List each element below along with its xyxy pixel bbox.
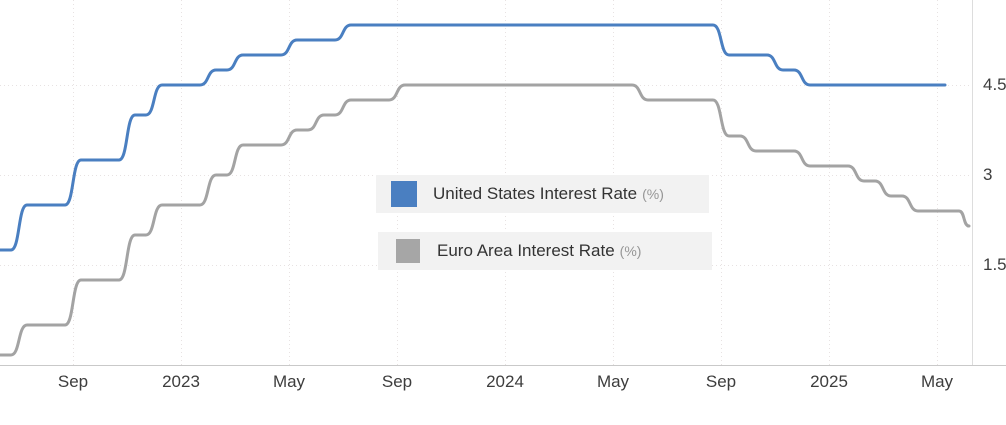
series-lines <box>0 23 971 357</box>
x-tick-label: Sep <box>57 372 89 391</box>
us-rate-line <box>0 23 947 252</box>
x-tick-label: Sep <box>381 372 413 391</box>
y-tick-label: 3 <box>983 165 993 184</box>
x-tick-label: 2023 <box>162 372 200 391</box>
x-tick-label: 2025 <box>810 372 848 391</box>
x-tick-label: Sep <box>705 372 737 391</box>
x-tick-label: May <box>272 372 306 391</box>
x-tick-label: May <box>596 372 630 391</box>
legend-unit-euro: (%) <box>619 243 642 259</box>
legend-label-euro: Euro Area Interest Rate <box>437 241 615 260</box>
legend-item-united-states[interactable]: United States Interest Rate (%) <box>376 175 709 213</box>
legend-label-us: United States Interest Rate <box>433 184 638 203</box>
us-series-swatch-icon <box>391 181 417 207</box>
axes <box>0 0 1006 366</box>
euro-series-swatch-icon <box>396 239 420 263</box>
legend-unit-us: (%) <box>642 186 664 202</box>
gridlines <box>0 0 972 365</box>
y-tick-label: 4.5 <box>983 75 1006 94</box>
y-tick-label: 1.5 <box>983 255 1006 274</box>
x-tick-label: May <box>920 372 954 391</box>
x-tick-label: 2024 <box>486 372 524 391</box>
legend-item-euro-area[interactable]: Euro Area Interest Rate (%) <box>378 232 712 270</box>
euro-rate-line <box>0 83 971 357</box>
